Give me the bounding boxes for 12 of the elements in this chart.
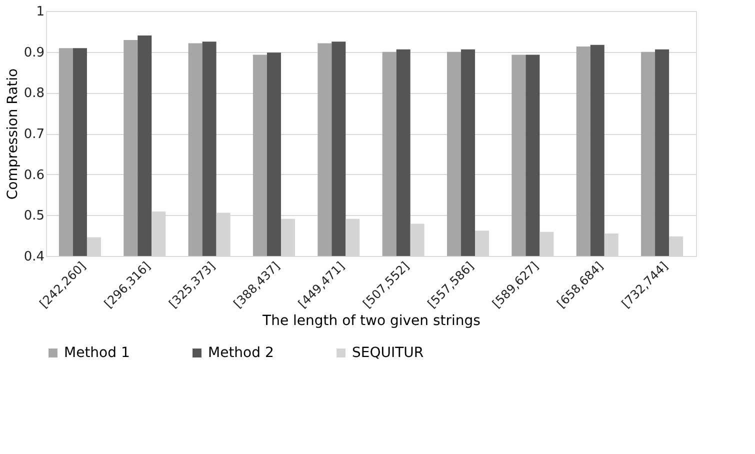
y-tick-label: 0.8 (24, 86, 44, 102)
y-tick-label: 0.9 (24, 45, 44, 60)
legend-label: Method 1 (64, 345, 130, 361)
legend-label: Method 2 (208, 345, 274, 361)
y-tick-label: 0.4 (24, 250, 44, 264)
y-tick-label: 0.5 (24, 208, 44, 224)
y-tick-label: 1 (36, 4, 44, 20)
y-tick-label: 0.7 (24, 127, 44, 142)
legend-label: SEQUITUR (352, 345, 424, 361)
y-tick-label: 0.6 (24, 168, 44, 183)
y-axis-title: Compression Ratio (4, 68, 21, 200)
x-axis-title: The length of two given strings (262, 312, 480, 329)
